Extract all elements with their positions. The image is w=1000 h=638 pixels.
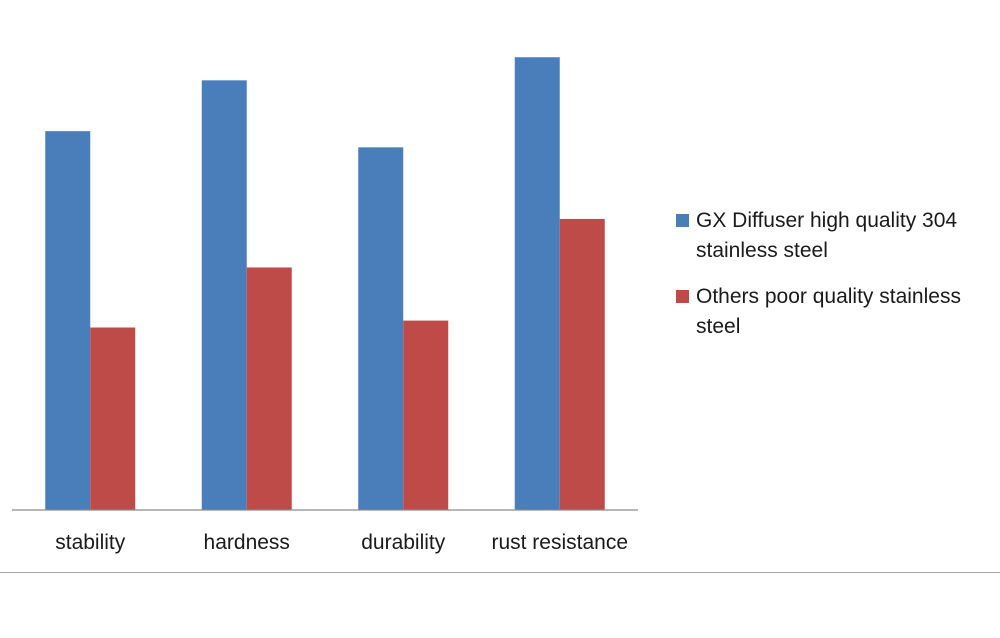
bottom-divider	[0, 572, 1000, 573]
legend-item-others: Others poor quality stainless steel	[676, 282, 996, 342]
legend-swatch-gx	[676, 214, 689, 227]
x-tick-label-durability: durability	[361, 531, 446, 554]
bar-others-stability	[90, 327, 136, 510]
bar-others-hardness	[246, 267, 292, 510]
x-tick-label-rust-resistance: rust resistance	[491, 531, 628, 554]
bar-gx-durability	[358, 147, 404, 510]
legend-label-gx: GX Diffuser high quality 304 stainless s…	[696, 209, 958, 262]
bars-group	[45, 57, 605, 511]
x-tick-label-hardness: hardness	[204, 531, 290, 554]
legend-item-gx: GX Diffuser high quality 304 stainless s…	[676, 206, 996, 266]
bar-others-rust-resistance	[559, 218, 605, 510]
bar-gx-stability	[45, 131, 91, 510]
bar-others-durability	[403, 320, 449, 510]
bar-gx-rust-resistance	[514, 57, 560, 511]
x-tick-labels: stability hardness durability rust resistan…	[55, 531, 628, 554]
legend: GX Diffuser high quality 304 stainless s…	[676, 206, 996, 358]
x-tick-label-stability: stability	[55, 531, 126, 554]
legend-label-others: Others poor quality stainless steel	[696, 285, 961, 338]
legend-swatch-others	[676, 290, 689, 303]
bar-gx-hardness	[201, 80, 247, 510]
